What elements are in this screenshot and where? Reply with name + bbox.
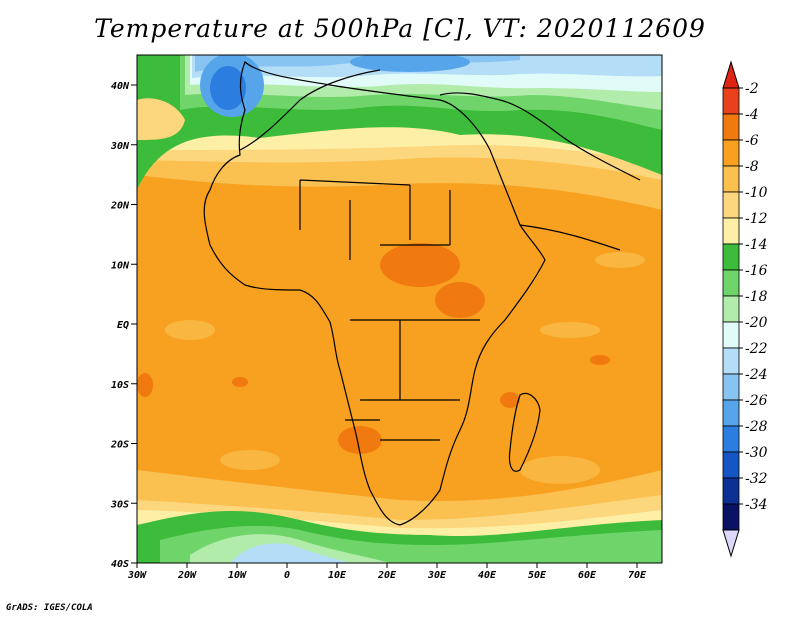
lat-tick-label: 10N [111,260,130,271]
colorbar-label: -26 [745,393,768,409]
temperature-field [137,55,662,563]
colorbar-swatch [722,217,740,245]
colorbar-swatch [722,295,740,323]
plot-frame [136,54,663,564]
colorbar-label: -14 [745,237,768,253]
colorbar-swatch [722,113,740,141]
colorbar-label: -20 [745,315,768,331]
colorbar-swatch [722,269,740,297]
colorbar-label: -6 [745,133,759,149]
colorbar-swatch [722,451,740,479]
colorbar-swatch [722,191,740,219]
colorbar-label: -8 [745,159,759,175]
colorbar-top-arrow [722,60,740,89]
colorbar-label: -30 [745,445,768,461]
colorbar-label: -4 [745,107,759,123]
lat-tick-label: 40S [111,559,129,570]
lat-tick-label: 20N [110,201,130,212]
colorbar-swatch [722,347,740,375]
colorbar: -2 -4 -6 -8 -10 -12 -14 -16 -18 -20 -22 -24 -26 -28 -3… [722,60,768,558]
colorbar-label: -12 [745,211,768,227]
lat-tick-label: 30N [110,141,130,152]
colorbar-label: -24 [745,367,768,383]
map-title: Temperature at 500hPa [C], VT: 202011260… [94,14,706,43]
colorbar-swatch [722,503,740,531]
coastlines [203,60,641,526]
colorbar-swatch [722,87,740,115]
colorbar-label: -22 [745,341,768,357]
lon-tick-label: 40E [478,570,497,581]
colorbar-swatch [722,425,740,453]
colorbar-swatch [722,477,740,505]
lon-tick-label: 30W [127,570,147,581]
lon-axis: 30W 20W 10W 0 10E 20E 30E 40E 50E 60E 70E [127,563,647,581]
lat-tick-label: 20S [110,440,129,451]
colorbar-swatch [722,321,740,349]
colorbar-swatch [722,139,740,167]
lon-tick-label: 10E [328,570,347,581]
colorbar-swatch [722,399,740,427]
lon-tick-label: 0 [284,570,290,581]
colorbar-label: -10 [745,185,768,201]
lat-tick-label: 10S [111,380,129,391]
lon-tick-label: 30E [427,570,447,581]
colorbar-label: -16 [745,263,768,279]
lon-tick-label: 70E [628,570,647,581]
lon-tick-label: 50E [528,570,547,581]
colorbar-label: -18 [745,289,768,305]
lat-axis: 40N 30N 20N 10N EQ 10S 20S 30S 40S [110,81,137,570]
lon-tick-label: 60E [578,570,597,581]
colorbar-label: -32 [745,471,768,487]
colorbar-label: -28 [745,419,768,435]
lat-tick-label: 40N [111,81,130,92]
lat-tick-label: 30S [110,499,129,510]
colorbar-label: -2 [745,81,759,97]
lon-tick-label: 20E [377,570,397,581]
colorbar-swatch [722,165,740,193]
credit-label: GrADS: IGES/COLA [6,603,93,613]
lat-tick-label: EQ [117,320,129,331]
lon-tick-label: 20W [177,570,197,581]
colorbar-swatch [722,243,740,271]
colorbar-swatch [722,373,740,401]
colorbar-label: -34 [745,497,768,513]
colorbar-bottom-arrow [722,529,740,558]
lon-tick-label: 10W [228,570,247,581]
